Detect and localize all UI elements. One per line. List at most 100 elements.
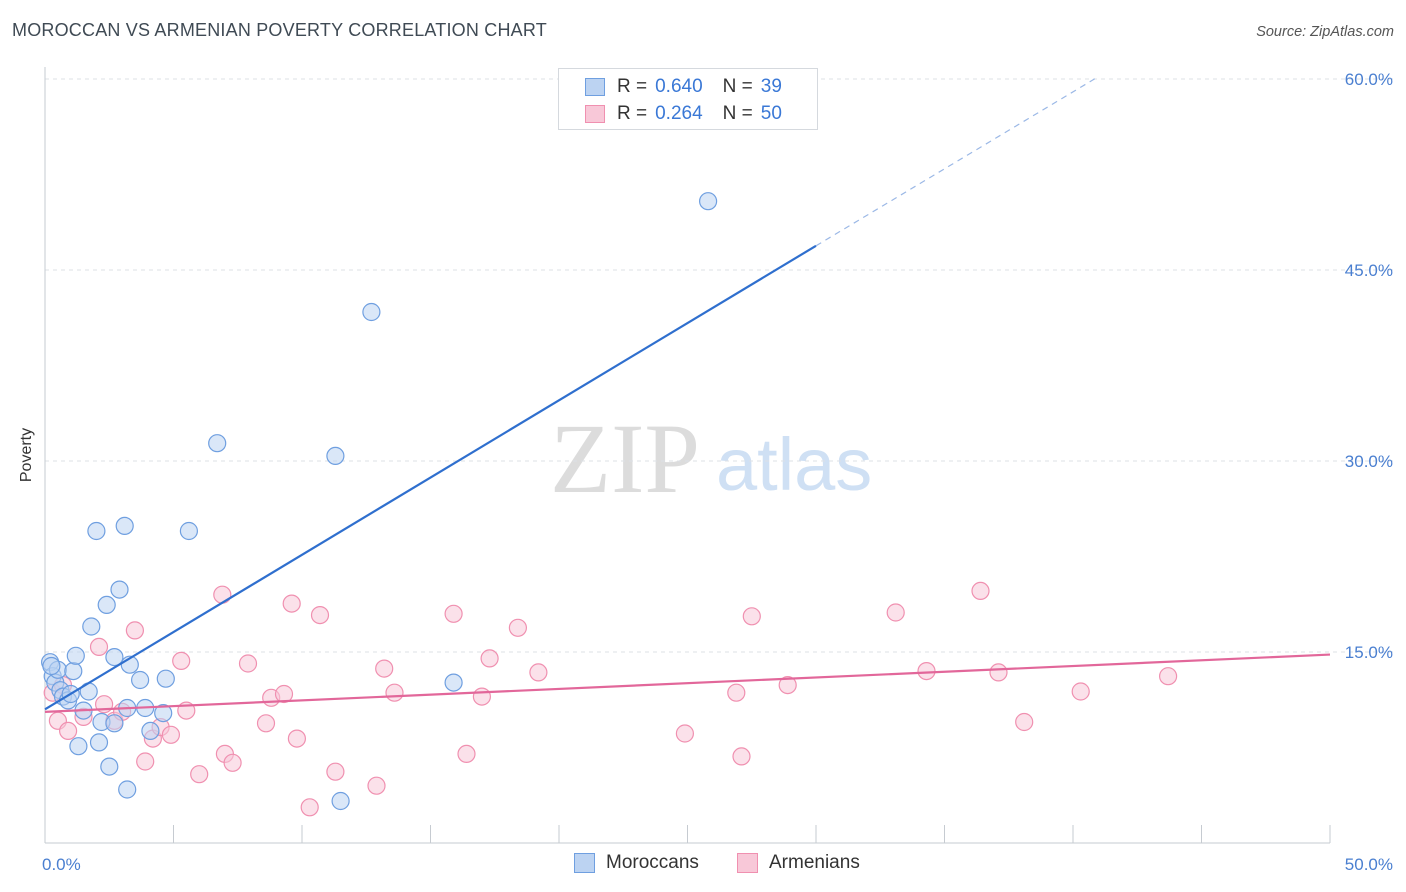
scatter-point bbox=[375, 659, 394, 678]
axes bbox=[44, 67, 1331, 844]
chart-title: MOROCCAN VS ARMENIAN POVERTY CORRELATION… bbox=[12, 20, 547, 40]
scatter-point bbox=[282, 594, 301, 613]
scatter-point bbox=[115, 516, 134, 536]
scatter-point bbox=[42, 656, 61, 676]
scatter-point bbox=[58, 721, 78, 741]
scatter-point bbox=[213, 585, 232, 604]
legend-r-value: 0.264 bbox=[655, 103, 703, 124]
y-tick-label: 60.0% bbox=[1345, 70, 1393, 89]
legend-row-armenians: R = 0.264 N = 50 bbox=[585, 102, 782, 126]
scatter-point bbox=[66, 646, 85, 665]
scatter-point bbox=[274, 684, 294, 704]
scatter-point bbox=[105, 714, 124, 733]
legend-r-label: R = bbox=[617, 103, 648, 124]
scatter-point bbox=[1071, 682, 1090, 701]
scatter-point bbox=[110, 580, 129, 599]
trend-line-extension bbox=[815, 75, 1100, 247]
y-tick-label: 30.0% bbox=[1345, 452, 1393, 471]
scatter-point bbox=[472, 687, 491, 706]
scatter-point bbox=[367, 776, 386, 795]
x-tick-label: 50.0% bbox=[1345, 855, 1393, 874]
scatter-point bbox=[778, 675, 797, 695]
legend-item-armenians: Armenians bbox=[737, 852, 860, 874]
scatter-point bbox=[136, 752, 155, 771]
scatter-point bbox=[326, 446, 345, 465]
scatter-point bbox=[362, 302, 381, 322]
source-credit: Source: ZipAtlas.com bbox=[1256, 24, 1394, 40]
scatter-point bbox=[100, 757, 119, 776]
scatter-point bbox=[105, 647, 124, 667]
scatter-point bbox=[457, 744, 476, 764]
tick-labels: 15.0% 30.0% 45.0% 60.0% 0.0% 50.0% bbox=[42, 70, 1393, 874]
scatter-point bbox=[727, 683, 746, 702]
trend-line bbox=[44, 653, 1331, 713]
gridlines bbox=[45, 78, 1394, 653]
scatter-point bbox=[69, 737, 88, 756]
scatter-point bbox=[287, 729, 306, 748]
scatter-point bbox=[89, 637, 109, 657]
scatter-point bbox=[971, 581, 990, 601]
scatter-point bbox=[742, 607, 761, 626]
scatter-point bbox=[675, 724, 695, 743]
watermark: ZIP atlas bbox=[550, 403, 872, 514]
armenians-points bbox=[43, 581, 1178, 817]
legend-label-armenians: Armenians bbox=[769, 852, 860, 873]
scatter-point bbox=[118, 780, 137, 799]
trend-lines bbox=[44, 75, 1331, 713]
scatter-point bbox=[156, 669, 175, 688]
scatter-point bbox=[917, 661, 936, 681]
legend-item-moroccans: Moroccans bbox=[574, 852, 699, 874]
scatter-point bbox=[698, 192, 718, 211]
scatter-point bbox=[97, 595, 116, 615]
scatter-point bbox=[154, 703, 173, 723]
scatter-point bbox=[223, 753, 242, 772]
armenians-swatch bbox=[585, 105, 605, 123]
watermark-zip: ZIP bbox=[550, 403, 700, 514]
scatter-point bbox=[256, 714, 276, 733]
trend-line bbox=[44, 244, 817, 711]
legend-r-value: 0.640 bbox=[655, 76, 703, 97]
y-tick-label: 45.0% bbox=[1345, 261, 1393, 280]
scatter-point bbox=[141, 721, 160, 741]
scatter-point bbox=[444, 673, 463, 692]
scatter-point bbox=[326, 762, 345, 781]
legend-n-label: N = bbox=[722, 76, 753, 97]
x-tick-label: 0.0% bbox=[42, 855, 81, 874]
scatter-point bbox=[886, 603, 905, 622]
scatter-point bbox=[310, 605, 330, 625]
moroccans-swatch bbox=[574, 853, 595, 873]
scatter-point bbox=[480, 649, 499, 668]
legend-r-label: R = bbox=[617, 76, 648, 97]
scatter-point bbox=[989, 663, 1008, 682]
scatter-point bbox=[300, 798, 319, 817]
scatter-point bbox=[179, 521, 198, 541]
scatter-point bbox=[444, 604, 463, 623]
scatter-point bbox=[87, 521, 106, 541]
legend-n-value: 39 bbox=[760, 76, 782, 97]
scatter-point bbox=[161, 725, 180, 744]
series-legend: Moroccans Armenians bbox=[0, 852, 1406, 878]
watermark-atlas: atlas bbox=[716, 423, 872, 506]
scatter-point bbox=[208, 434, 227, 453]
scatter-point bbox=[331, 791, 350, 811]
scatter-point bbox=[508, 618, 528, 637]
scatter-point bbox=[131, 670, 150, 690]
scatter-point bbox=[172, 651, 191, 671]
legend-label-moroccans: Moroccans bbox=[606, 852, 699, 873]
moroccans-swatch bbox=[585, 78, 605, 96]
y-tick-label: 15.0% bbox=[1345, 643, 1393, 662]
armenians-swatch bbox=[737, 853, 758, 873]
legend-n-label: N = bbox=[722, 103, 753, 124]
scatter-point bbox=[1015, 712, 1034, 732]
scatter-point bbox=[529, 663, 548, 682]
scatter-point bbox=[732, 747, 751, 766]
stats-legend: R = 0.640 N = 39 R = 0.264 N = 50 bbox=[558, 68, 818, 130]
legend-n-value: 50 bbox=[760, 103, 782, 124]
scatter-point bbox=[238, 654, 258, 673]
scatter-point bbox=[89, 733, 109, 752]
scatter-point bbox=[190, 765, 209, 784]
scatter-point bbox=[64, 661, 83, 681]
legend-row-moroccans: R = 0.640 N = 39 bbox=[585, 75, 782, 99]
scatter-point bbox=[82, 617, 101, 636]
